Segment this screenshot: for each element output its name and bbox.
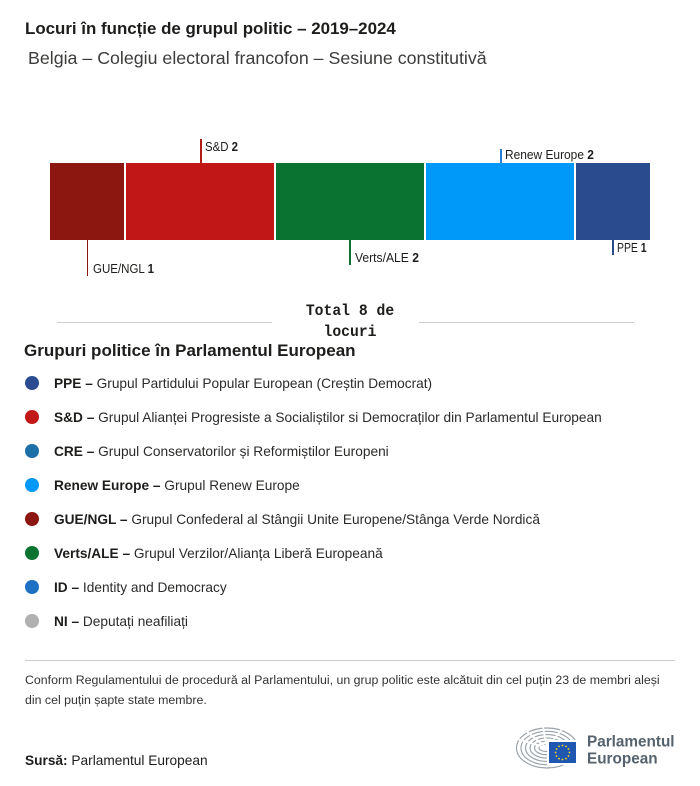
svg-text:Parlamentul: Parlamentul [587, 733, 675, 750]
svg-text:European: European [587, 750, 658, 767]
